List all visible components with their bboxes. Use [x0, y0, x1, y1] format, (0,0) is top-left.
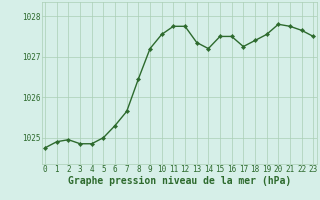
X-axis label: Graphe pression niveau de la mer (hPa): Graphe pression niveau de la mer (hPa): [68, 176, 291, 186]
